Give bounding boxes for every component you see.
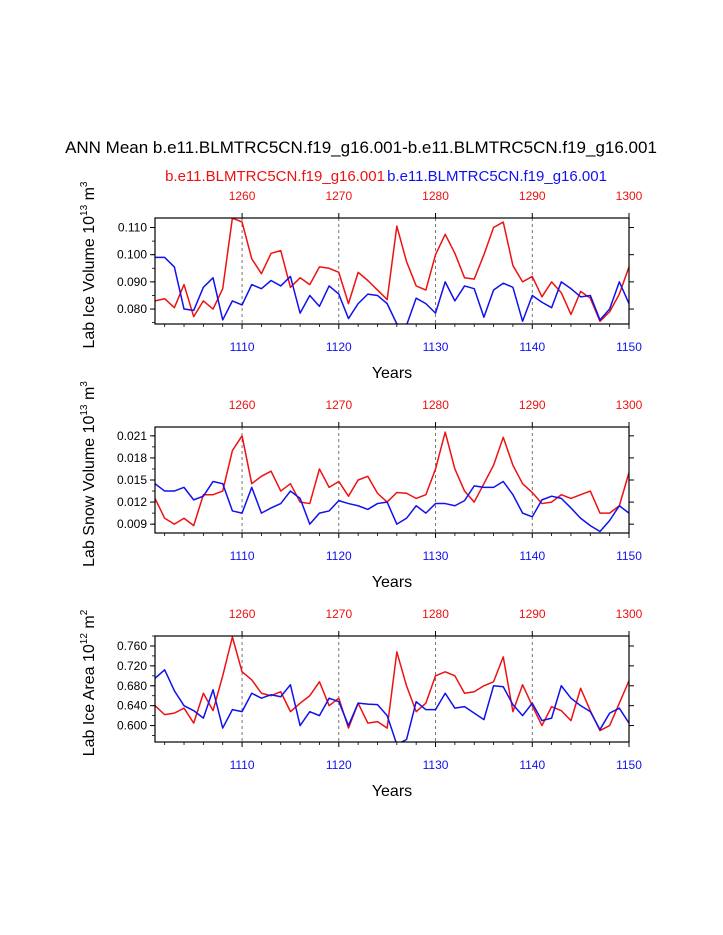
- y-tick-label: 0.600: [117, 719, 147, 733]
- x-tick-label-top: 1270: [325, 398, 352, 412]
- x-tick-label-top: 1260: [229, 398, 256, 412]
- x-tick-label-top: 1270: [325, 607, 352, 621]
- series-line-blue: [155, 480, 629, 533]
- panel-lab-snow-volume: 0.009 0.012 0.015 0.018 0.021 1110 1120 1130 114…: [79, 381, 643, 591]
- x-tick-label-bottom: 1120: [326, 340, 352, 354]
- series-line-blue: [155, 256, 629, 324]
- y-tick-label: 0.640: [117, 699, 147, 713]
- series-line-red: [155, 636, 629, 732]
- series-line-red: [155, 431, 629, 527]
- x-tick-label-top: 1280: [422, 607, 449, 621]
- legend-blue-label: b.e11.BLMTRC5CN.f19_g16.001: [387, 168, 607, 185]
- y-axis-label: Lab Snow Volume 1013 m3: [79, 381, 98, 567]
- y-tick-label: 0.021: [117, 429, 147, 443]
- x-tick-label-top: 1280: [422, 189, 449, 203]
- x-tick-label-top: 1260: [229, 189, 256, 203]
- y-tick-label: 0.680: [117, 679, 147, 693]
- figure-title: ANN Mean b.e11.BLMTRC5CN.f19_g16.001-b.e…: [65, 138, 657, 157]
- x-tick-label-top: 1300: [616, 189, 643, 203]
- x-tick-label-top: 1300: [616, 607, 643, 621]
- x-tick-label-top: 1290: [519, 398, 546, 412]
- x-tick-label-bottom: 1110: [230, 340, 255, 354]
- x-axis-label: Years: [372, 365, 412, 382]
- x-tick-label-bottom: 1110: [230, 758, 255, 772]
- x-tick-label-bottom: 1140: [519, 340, 545, 354]
- x-tick-label-bottom: 1150: [616, 340, 642, 354]
- x-tick-label-bottom: 1140: [519, 758, 545, 772]
- x-tick-label-bottom: 1150: [616, 549, 642, 563]
- x-tick-label-bottom: 1110: [230, 549, 255, 563]
- x-tick-label-bottom: 1120: [326, 549, 352, 563]
- y-tick-label: 0.100: [117, 248, 147, 262]
- panel-lab-ice-area: 0.600 0.640 0.680 0.720 0.760 1110 1120 1130 114…: [79, 607, 643, 800]
- x-tick-label-bottom: 1130: [423, 758, 449, 772]
- x-tick-label-top: 1290: [519, 607, 546, 621]
- x-tick-label-top: 1300: [616, 398, 643, 412]
- y-tick-label: 0.012: [117, 495, 147, 509]
- y-tick-label: 0.090: [117, 275, 147, 289]
- series-line-blue: [155, 669, 629, 742]
- x-tick-label-bottom: 1120: [326, 758, 352, 772]
- plot-frame: [154, 217, 630, 325]
- plot-frame: [154, 635, 630, 743]
- x-tick-label-top: 1290: [519, 189, 546, 203]
- x-tick-label-bottom: 1150: [616, 758, 642, 772]
- x-tick-label-top: 1270: [325, 189, 352, 203]
- x-tick-label-bottom: 1140: [519, 549, 545, 563]
- y-axis-label: Lab Ice Volume 1013 m3: [79, 181, 98, 348]
- y-tick-label: 0.110: [118, 221, 147, 235]
- y-tick-label: 0.760: [117, 639, 147, 653]
- y-tick-label: 0.080: [117, 302, 147, 316]
- y-tick-label: 0.009: [117, 517, 147, 531]
- series-line-red: [155, 218, 629, 323]
- x-tick-label-top: 1260: [229, 607, 256, 621]
- y-axis-label: Lab Ice Area 1012 m2: [79, 609, 98, 756]
- x-tick-label-top: 1280: [422, 398, 449, 412]
- x-axis-label: Years: [372, 574, 412, 591]
- legend-red-label: b.e11.BLMTRC5CN.f19_g16.001: [165, 168, 385, 185]
- panel-lab-ice-volume: 0.080 0.090 0.100 0.110 1110 1120 1130 1140 1150…: [79, 181, 643, 382]
- x-tick-label-bottom: 1130: [423, 549, 449, 563]
- x-axis-label: Years: [372, 783, 412, 800]
- y-tick-label: 0.015: [117, 473, 147, 487]
- x-tick-label-bottom: 1130: [423, 340, 449, 354]
- y-tick-label: 0.018: [117, 451, 147, 465]
- y-tick-label: 0.720: [117, 659, 147, 673]
